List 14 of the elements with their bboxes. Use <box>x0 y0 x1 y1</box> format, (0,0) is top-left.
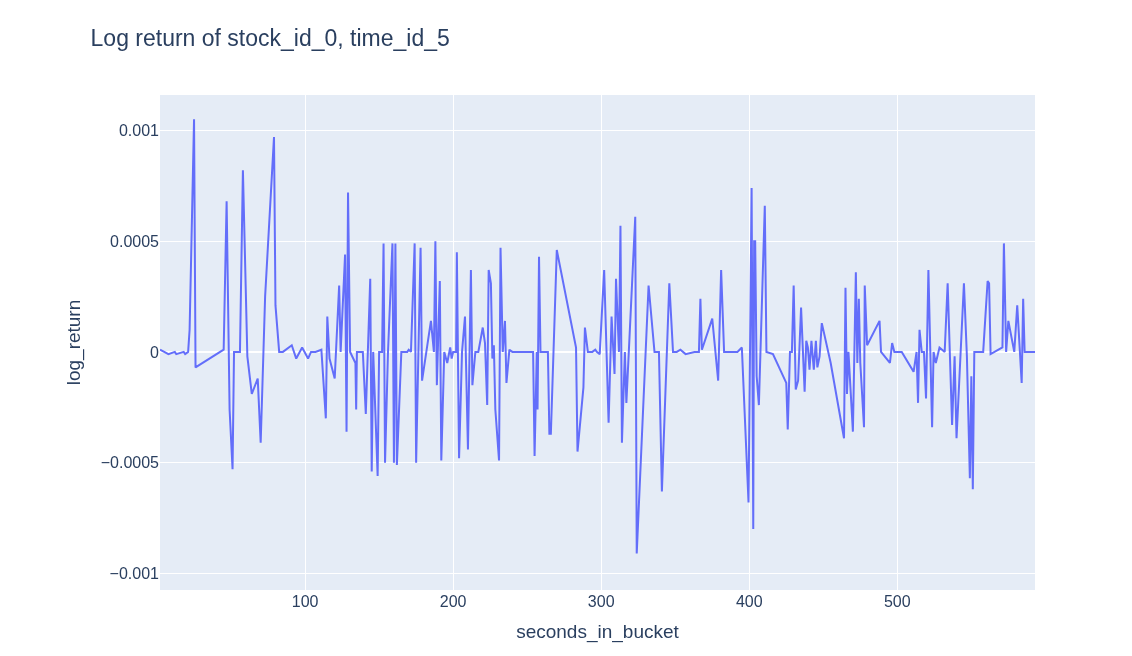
x-tick-label: 100 <box>291 593 319 610</box>
x-tick-label: 500 <box>883 593 911 610</box>
y-tick-label: −0.0005 <box>100 454 160 472</box>
x-tick-label: 400 <box>735 593 763 610</box>
x-tick-label: 300 <box>587 593 615 610</box>
y-tick-label: −0.001 <box>109 564 160 582</box>
y-tick-label: 0 <box>150 343 160 361</box>
y-tick-label: 0.0005 <box>110 232 160 250</box>
chart-title: Log return of stock_id_0, time_id_5 <box>90 24 450 51</box>
y-axis-title: log_return <box>62 299 85 386</box>
x-axis-title: seconds_in_bucket <box>516 620 680 643</box>
y-tick-label: 0.001 <box>118 122 160 140</box>
x-tick-label: 200 <box>439 593 467 610</box>
line-series <box>160 118 1035 555</box>
